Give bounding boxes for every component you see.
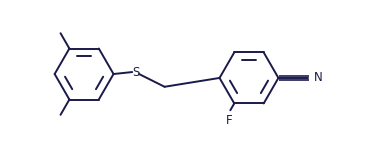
Text: F: F (226, 114, 233, 127)
Text: N: N (314, 71, 323, 84)
Text: S: S (133, 66, 140, 79)
